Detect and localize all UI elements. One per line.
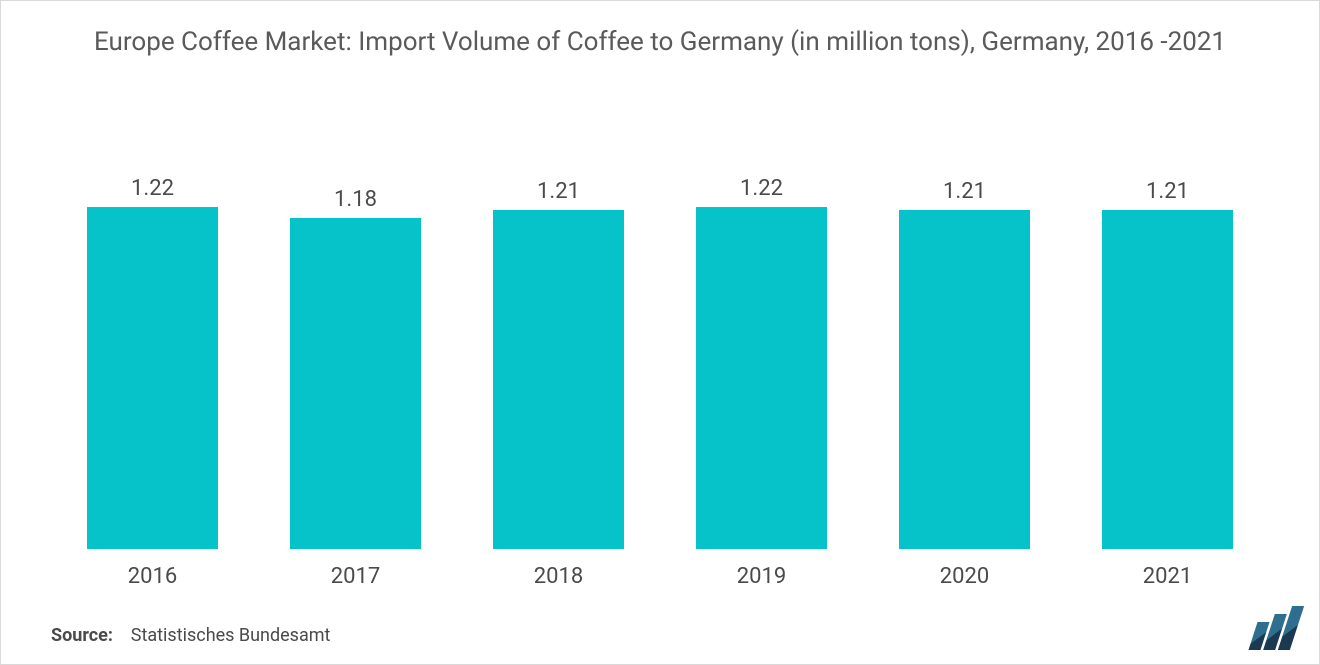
bar xyxy=(87,207,219,549)
source-line: Source: Statistisches Bundesamt xyxy=(51,625,330,646)
brand-logo xyxy=(1253,606,1297,650)
bar-group: 1.21 xyxy=(457,151,660,549)
source-text: Statistisches Bundesamt xyxy=(131,625,331,646)
bar-value-label: 1.22 xyxy=(740,176,783,201)
x-axis-labels: 201620172018201920202021 xyxy=(51,564,1269,589)
bar-value-label: 1.21 xyxy=(1146,179,1189,204)
bar-group: 1.22 xyxy=(51,151,254,549)
bar-value-label: 1.21 xyxy=(943,179,986,204)
x-axis-label: 2018 xyxy=(457,564,660,589)
bar xyxy=(899,210,1031,549)
chart-title: Europe Coffee Market: Import Volume of C… xyxy=(1,1,1319,60)
bar-group: 1.18 xyxy=(254,151,457,549)
bar-group: 1.21 xyxy=(863,151,1066,549)
bar-group: 1.22 xyxy=(660,151,863,549)
plot-area: 1.22 1.18 1.21 1.22 1.21 1.21 xyxy=(51,151,1269,549)
chart-container: Europe Coffee Market: Import Volume of C… xyxy=(0,0,1320,665)
bar-value-label: 1.22 xyxy=(131,176,174,201)
bar-group: 1.21 xyxy=(1066,151,1269,549)
bar xyxy=(290,218,422,549)
x-axis-label: 2017 xyxy=(254,564,457,589)
bar xyxy=(1102,210,1234,549)
source-value xyxy=(117,625,126,646)
source-key: Source: xyxy=(51,625,113,646)
x-axis-label: 2020 xyxy=(863,564,1066,589)
x-axis-label: 2016 xyxy=(51,564,254,589)
x-axis-label: 2021 xyxy=(1066,564,1269,589)
bar-value-label: 1.21 xyxy=(537,179,580,204)
bar xyxy=(696,207,828,549)
bar xyxy=(493,210,625,549)
x-axis-label: 2019 xyxy=(660,564,863,589)
bar-value-label: 1.18 xyxy=(334,187,377,212)
